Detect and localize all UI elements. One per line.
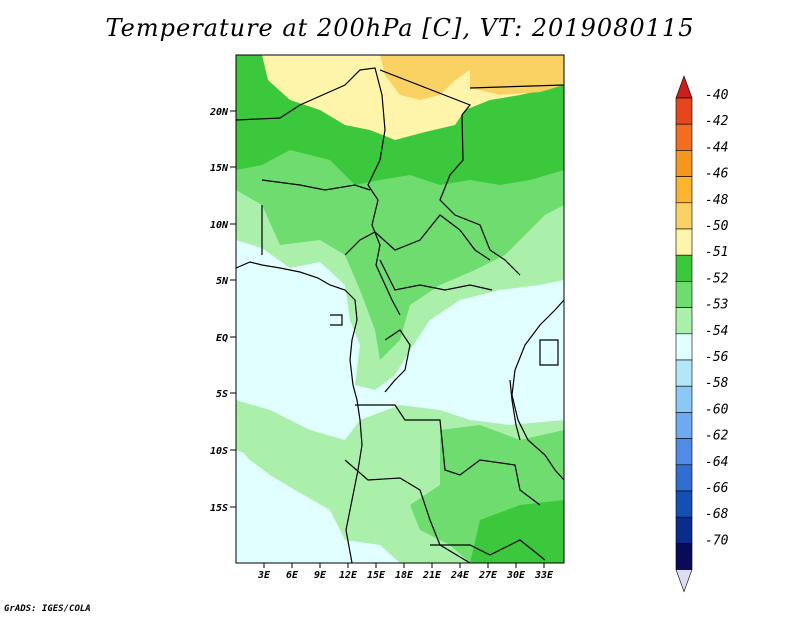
colorbar-swatch	[675, 97, 693, 125]
colorbar: -40 -42 -44 -46 -48 -50 -51 -52 -53 -54 -56 -58 -60 -…	[675, 75, 729, 593]
colorbar-swatch	[675, 385, 693, 413]
band-54-stripe	[236, 430, 350, 485]
colorbar-swatch	[675, 438, 693, 466]
colorbar-swatch	[675, 516, 693, 544]
colorbar-swatch	[675, 281, 693, 308]
colorbar-label: -42	[705, 114, 729, 129]
colorbar-label: -44	[705, 140, 728, 155]
colorbar-swatch	[675, 307, 693, 335]
lon-label: 27E	[478, 570, 498, 581]
chart-title: Temperature at 200hPa [C], VT: 201908011…	[105, 14, 695, 42]
colorbar-label: -66	[705, 481, 729, 496]
coastlines	[236, 67, 564, 563]
colorbar-label: -52	[705, 271, 729, 286]
colorbar-label: -46	[705, 167, 729, 182]
colorbar-label: -50	[705, 219, 729, 234]
colorbar-label: -48	[705, 193, 729, 208]
colorbar-swatch	[675, 123, 693, 151]
lat-label: 10N	[210, 220, 229, 231]
lon-label: 9E	[314, 570, 327, 581]
lon-label: 6E	[286, 570, 299, 581]
colorbar-top-arrow	[675, 75, 693, 99]
colorbar-label: -64	[705, 455, 728, 470]
grads-credit: GrADS: IGES/COLA	[4, 604, 91, 614]
lon-label: 30E	[506, 570, 526, 581]
lat-label: 5S	[216, 389, 228, 400]
colorbar-label: -51	[705, 245, 728, 260]
lat-label: 5N	[216, 276, 229, 287]
colorbar-bottom-arrow	[675, 569, 693, 593]
colorbar-label: -60	[705, 402, 729, 417]
lon-label: 3E	[257, 570, 271, 581]
colorbar-swatch	[675, 543, 693, 570]
colorbar-swatch	[675, 412, 693, 439]
lat-label: 20N	[209, 107, 229, 118]
band-52-south	[470, 500, 564, 563]
lon-axis: 3E 6E 9E 12E 15E 18E 21E 24E 27E 30E 33E	[257, 563, 554, 581]
lon-label: 21E	[422, 570, 442, 581]
colorbar-swatch	[675, 150, 693, 177]
colorbar-swatch	[675, 228, 693, 256]
colorbar-label: -54	[705, 324, 728, 339]
lon-label: 24E	[450, 570, 470, 581]
colorbar-label: -56	[705, 350, 729, 365]
lon-label: 15E	[367, 570, 386, 581]
colorbar-swatch	[675, 254, 693, 282]
lon-label: 18E	[395, 570, 414, 581]
band-50-west	[380, 55, 470, 100]
colorbar-label: -70	[705, 533, 729, 548]
lat-label: 10S	[210, 446, 228, 457]
colorbar-label: -62	[705, 429, 729, 444]
colorbar-label: -68	[705, 507, 729, 522]
lat-label: 15N	[210, 163, 229, 174]
colorbar-label: -58	[705, 376, 729, 391]
colorbar-label: -53	[705, 298, 728, 313]
colorbar-label: -40	[705, 88, 729, 103]
lat-label: EQ	[216, 333, 228, 344]
band-50-east	[470, 55, 564, 95]
colorbar-swatch	[675, 490, 693, 518]
lat-label: 15S	[210, 503, 228, 514]
colorbar-swatch	[675, 464, 693, 492]
map-frame	[235, 54, 565, 564]
temperature-field	[236, 55, 564, 563]
colorbar-swatch	[675, 333, 693, 361]
colorbar-swatch	[675, 359, 693, 387]
lon-label: 12E	[339, 570, 358, 581]
lon-label: 33E	[534, 570, 554, 581]
lat-axis: 20N 15N 10N 5N EQ 5S 10S 15S	[209, 107, 236, 514]
colorbar-swatch	[675, 176, 693, 204]
colorbar-swatch	[675, 202, 693, 230]
